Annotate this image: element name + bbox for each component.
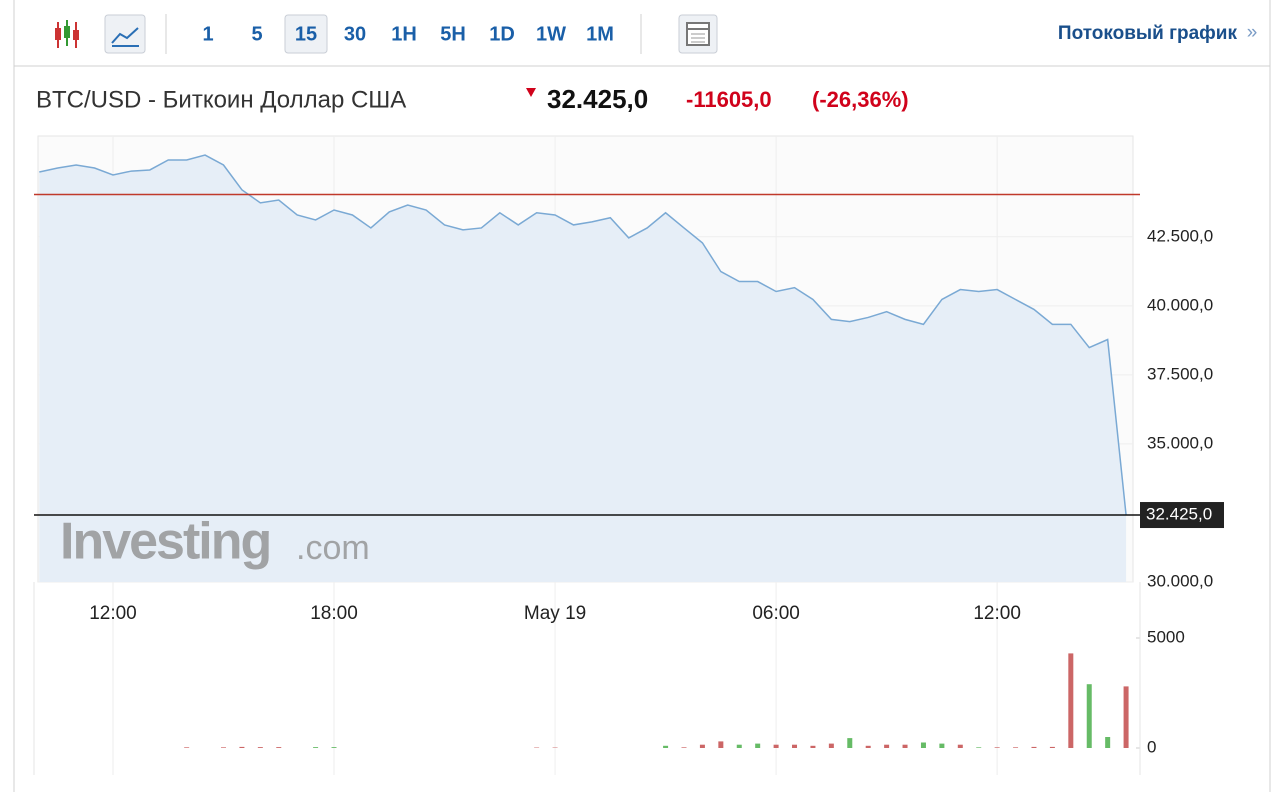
- interval-button[interactable]: 15: [295, 23, 317, 45]
- watermark-domain: .com: [296, 529, 370, 567]
- volume-bar: [976, 747, 982, 748]
- volume-bar: [847, 738, 853, 748]
- volume-bar: [755, 743, 761, 748]
- volume-bar: [184, 747, 190, 748]
- price-area: [39, 155, 1127, 582]
- volume-bar: [939, 743, 945, 748]
- change-pct: (-26,36%): [812, 87, 909, 112]
- volume-bar: [313, 747, 319, 748]
- volume-bar: [681, 747, 687, 748]
- volume-bar: [718, 741, 724, 748]
- line-icon[interactable]: [104, 14, 146, 54]
- volume-bar: [920, 742, 926, 748]
- y-tick-label: 42.500,0: [1147, 226, 1213, 245]
- interval-button[interactable]: 1H: [391, 23, 417, 45]
- volume-bar: [865, 745, 871, 748]
- interval-button[interactable]: 1D: [489, 23, 515, 45]
- volume-bar: [828, 743, 834, 748]
- x-tick-label: 12:00: [89, 603, 137, 624]
- change: -11605,0: [686, 87, 772, 112]
- volume-bar: [1086, 684, 1092, 748]
- instrument-title: BTC/USD - Биткоин Доллар США: [36, 86, 406, 113]
- interval-selected: [284, 14, 328, 54]
- volume-bar: [663, 745, 669, 748]
- price-line: [39, 154, 1127, 516]
- candles-icon[interactable]: [55, 20, 79, 48]
- volume-bar: [1049, 746, 1055, 748]
- volume-bar: [1068, 653, 1074, 748]
- volume-bar: [239, 746, 245, 748]
- x-tick-label: 06:00: [752, 603, 800, 624]
- interval-button[interactable]: 5: [251, 23, 262, 45]
- x-tick-label: 12:00: [973, 603, 1021, 624]
- y-tick-label: 30.000,0: [1147, 571, 1213, 590]
- x-tick-label: May 19: [524, 603, 586, 624]
- volume-bar: [1031, 746, 1037, 748]
- x-tick-label: 18:00: [310, 603, 358, 624]
- volume-bar: [1013, 747, 1019, 748]
- interval-button[interactable]: 5H: [440, 23, 466, 45]
- table-icon[interactable]: [678, 14, 718, 54]
- y-tick-label: 35.000,0: [1147, 433, 1213, 452]
- watermark: Investing: [60, 513, 270, 571]
- volume-bar: [884, 744, 890, 748]
- volume-bar: [276, 747, 282, 748]
- volume-bar: [221, 747, 226, 748]
- volume-bar: [957, 744, 963, 748]
- volume-bar: [331, 747, 337, 748]
- volume-bar: [257, 747, 263, 748]
- volume-bar: [792, 744, 798, 748]
- volume-tick-label: 0: [1147, 737, 1156, 756]
- interval-button[interactable]: 1M: [586, 23, 614, 45]
- down-arrow: [526, 88, 536, 97]
- price: 32.425,0: [547, 84, 648, 114]
- y-tick-label: 40.000,0: [1147, 295, 1213, 314]
- stream-link[interactable]: Потоковый график: [1058, 23, 1238, 44]
- interval-button[interactable]: 30: [344, 23, 366, 45]
- volume-bar: [902, 744, 908, 748]
- volume-bar: [699, 744, 705, 748]
- interval-button[interactable]: 1: [202, 23, 213, 45]
- last-price-box: [1140, 502, 1224, 529]
- volume-bar: [773, 744, 779, 748]
- volume-tick-label: 5000: [1147, 627, 1185, 646]
- volume-bar: [1123, 686, 1129, 748]
- volume-bar: [810, 745, 816, 748]
- interval-button[interactable]: 1W: [536, 23, 566, 45]
- last-price-label: 32.425,0: [1146, 505, 1212, 524]
- labels: 12:00 18:00 May 19 06:00 12:00 30.000,0 35.000…: [89, 226, 1224, 756]
- volume-bar: [736, 744, 742, 748]
- y-tick-label: 37.500,0: [1147, 364, 1213, 383]
- marks: [33, 136, 1141, 775]
- stream-arrow[interactable]: »: [1247, 22, 1258, 43]
- volume-bar: [994, 747, 1000, 748]
- volume-bar: [1105, 737, 1111, 748]
